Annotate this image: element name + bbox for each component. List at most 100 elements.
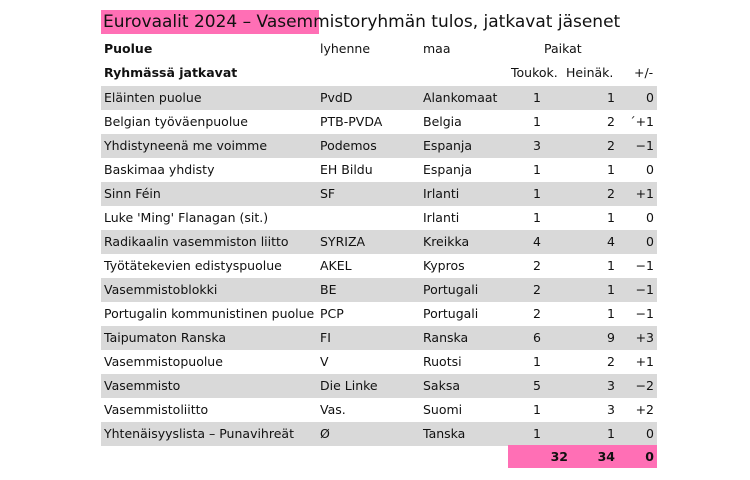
seats-june: 1 <box>607 162 615 177</box>
seats-may: 3 <box>533 138 541 153</box>
party-name: Portugalin kommunistinen puolue <box>104 306 315 321</box>
seats-change: +2 <box>635 402 654 417</box>
seats-june: 3 <box>607 402 615 417</box>
seats-may: 2 <box>533 258 541 273</box>
seats-change: 0 <box>646 90 654 105</box>
party-country: Kypros <box>423 258 465 273</box>
seats-june: 1 <box>607 306 615 321</box>
table-row: Taipumaton Ranska FI Ranska 6 9 +3 <box>101 326 657 350</box>
party-name: Vasemmistopuolue <box>104 354 223 369</box>
seats-june: 4 <box>607 234 615 249</box>
party-name: Yhdistyneenä me voimme <box>104 138 268 153</box>
table-row: Yhdistyneenä me voimme Podemos Espanja 3 2 −1 <box>101 134 657 158</box>
party-country: Alankomaat <box>423 90 498 105</box>
party-abbreviation: FI <box>320 330 331 345</box>
seats-june: 3 <box>607 378 615 393</box>
table-row: Yhtenäisyyslista – Punavihreät Ø Tanska 1 1 0 <box>101 422 657 446</box>
party-abbreviation: Podemos <box>320 138 377 153</box>
totals-row: 32 34 0 <box>508 445 657 468</box>
table-row: Vasemmistopuolue V Ruotsi 1 2 +1 <box>101 350 657 374</box>
party-abbreviation: Die Linke <box>320 378 378 393</box>
seats-change: −1 <box>635 138 654 153</box>
table-row: Luke 'Ming' Flanagan (sit.) Irlanti 1 1 0 <box>101 206 657 230</box>
title-highlight <box>101 10 319 34</box>
seats-june: 1 <box>607 426 615 441</box>
party-abbreviation: PTB-PVDA <box>320 114 383 129</box>
seats-change: −1 <box>635 258 654 273</box>
party-abbreviation: V <box>320 354 329 369</box>
seats-june: 1 <box>607 90 615 105</box>
party-abbreviation: Ø <box>320 426 330 441</box>
seats-june: 9 <box>607 330 615 345</box>
seats-june: 2 <box>607 186 615 201</box>
seats-change: −2 <box>635 378 654 393</box>
table-title-area: Eurovaalit 2024 – Vasemmistoryhmän tulos… <box>101 8 661 36</box>
total-may: 32 <box>550 449 568 464</box>
seats-may: 1 <box>533 210 541 225</box>
seats-may: 1 <box>533 90 541 105</box>
party-country: Kreikka <box>423 234 470 249</box>
table-row: Portugalin kommunistinen puolue PCP Portug… <box>101 302 657 326</box>
seats-change: +3 <box>635 330 654 345</box>
seats-may: 1 <box>533 114 541 129</box>
seats-may: 4 <box>533 234 541 249</box>
party-name: Luke 'Ming' Flanagan (sit.) <box>104 210 269 225</box>
party-name: Eläinten puolue <box>104 90 202 105</box>
party-country: Portugali <box>423 282 479 297</box>
party-country: Irlanti <box>423 186 460 201</box>
seats-change: +1 <box>635 186 654 201</box>
seats-may: 1 <box>533 402 541 417</box>
party-name: Baskimaa yhdisty <box>104 162 215 177</box>
header-june: Heinäk. <box>566 65 614 80</box>
party-country: Portugali <box>423 306 479 321</box>
seats-may: 2 <box>533 282 541 297</box>
page-title: Eurovaalit 2024 – Vasemmistoryhmän tulos… <box>103 12 621 32</box>
party-country: Irlanti <box>423 210 460 225</box>
seats-may: 1 <box>533 354 541 369</box>
party-name: Työtätekevien edistyspuolue <box>104 258 282 273</box>
seats-may: 5 <box>533 378 541 393</box>
seats-change: +1 <box>635 354 654 369</box>
table-row: Vasemmistoblokki BE Portugali 2 1 −1 <box>101 278 657 302</box>
seats-may: 1 <box>533 426 541 441</box>
header-may: Toukok. <box>511 65 558 80</box>
party-name: Vasemmisto <box>104 378 181 393</box>
seats-change: 0 <box>646 234 654 249</box>
party-country: Espanja <box>423 162 473 177</box>
total-diff: 0 <box>645 449 654 464</box>
seats-may: 1 <box>533 186 541 201</box>
party-abbreviation: AKEL <box>320 258 352 273</box>
header-seats: Paikat <box>544 41 582 56</box>
seats-may: 6 <box>533 330 541 345</box>
seats-june: 1 <box>607 258 615 273</box>
header-abbr: lyhenne <box>320 41 371 56</box>
party-abbreviation: Vas. <box>320 402 346 417</box>
party-name: Vasemmistoblokki <box>104 282 218 297</box>
seats-june: 1 <box>607 282 615 297</box>
table-row: Vasemmistoliitto Vas. Suomi 1 3 +2 <box>101 398 657 422</box>
party-name: Yhtenäisyyslista – Punavihreät <box>104 426 294 441</box>
table-row: Belgian työväenpuolue PTB-PVDA Belgia 1 2 ´+1 <box>101 110 657 134</box>
group-heading: Ryhmässä jatkavat <box>104 65 238 80</box>
party-name: Vasemmistoliitto <box>104 402 209 417</box>
header-country: maa <box>423 41 451 56</box>
party-abbreviation: SF <box>320 186 336 201</box>
seats-change: 0 <box>646 210 654 225</box>
table-row: Työtätekevien edistyspuolue AKEL Kypros 2 1 −… <box>101 254 657 278</box>
party-country: Saksa <box>423 378 461 393</box>
party-country: Espanja <box>423 138 473 153</box>
seats-change: 0 <box>646 162 654 177</box>
seats-june: 2 <box>607 114 615 129</box>
seats-june: 2 <box>607 354 615 369</box>
party-name: Belgian työväenpuolue <box>104 114 248 129</box>
party-abbreviation: PvdD <box>320 90 353 105</box>
party-country: Tanska <box>423 426 466 441</box>
party-country: Belgia <box>423 114 462 129</box>
party-country: Suomi <box>423 402 463 417</box>
header-diff: +/- <box>634 65 654 80</box>
party-abbreviation: SYRIZA <box>320 234 366 249</box>
party-country: Ruotsi <box>423 354 462 369</box>
seats-change: −1 <box>635 282 654 297</box>
seats-may: 1 <box>533 162 541 177</box>
table-row: Eläinten puolue PvdD Alankomaat 1 1 0 <box>101 86 657 110</box>
